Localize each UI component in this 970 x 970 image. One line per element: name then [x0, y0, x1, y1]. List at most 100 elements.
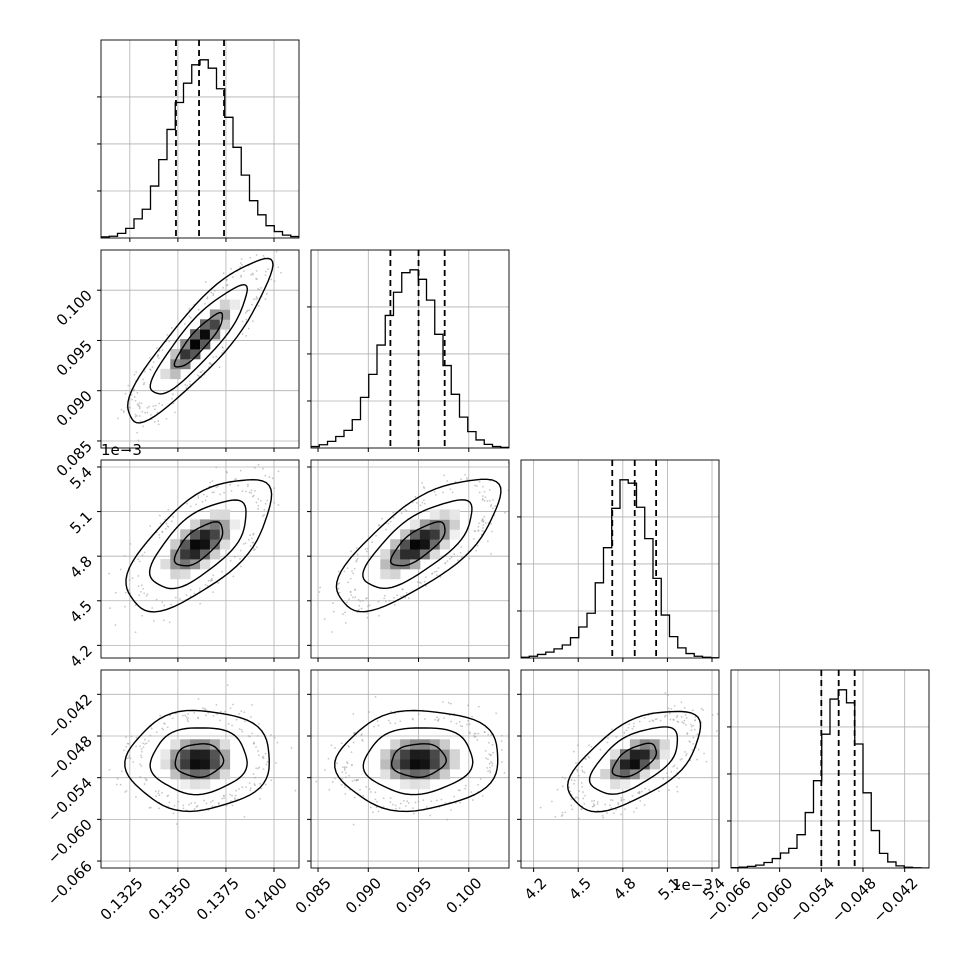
sample-point — [461, 725, 464, 728]
density-cell — [649, 759, 660, 770]
sample-point — [124, 791, 127, 793]
sample-point — [351, 570, 353, 573]
sample-point — [385, 528, 387, 531]
histogram-step-line — [101, 59, 299, 238]
sample-point — [259, 797, 262, 800]
y-tick-label: 4.8 — [66, 552, 96, 582]
sample-point — [324, 769, 326, 771]
density-cell — [160, 759, 171, 770]
sample-point — [136, 403, 139, 406]
sample-point — [582, 791, 584, 793]
y-tick-label: 4.5 — [66, 597, 96, 627]
sample-point — [248, 309, 251, 312]
density-cell — [419, 529, 431, 540]
sample-point — [144, 370, 146, 373]
sample-point — [473, 734, 475, 737]
density-cell — [659, 739, 670, 750]
density-cell — [429, 769, 441, 780]
sample-point — [249, 545, 252, 547]
sample-point — [448, 557, 451, 560]
sample-point — [644, 787, 647, 790]
sample-point — [158, 533, 161, 536]
sample-point — [416, 581, 419, 583]
scatter-panel-2-1 — [310, 459, 513, 659]
sample-point — [349, 577, 352, 580]
sample-point — [475, 485, 478, 487]
sample-point — [188, 383, 191, 386]
sample-point — [375, 806, 378, 809]
sample-point — [670, 708, 673, 710]
sample-point — [467, 719, 469, 722]
scatter-points — [117, 250, 282, 442]
sample-point — [494, 505, 497, 508]
histogram-step-line — [731, 689, 929, 868]
sample-point — [120, 770, 123, 773]
sample-point — [491, 764, 494, 767]
sample-point — [131, 577, 134, 580]
density-cell — [639, 759, 651, 770]
sample-point — [606, 812, 608, 815]
y-tick-label: −0.048 — [44, 732, 96, 784]
sample-point — [264, 474, 267, 477]
sample-point — [374, 791, 377, 794]
sample-point — [223, 491, 225, 494]
sample-point — [330, 744, 333, 747]
sample-point — [633, 722, 635, 725]
sample-point — [235, 789, 238, 792]
density-cell — [410, 778, 421, 790]
sample-point — [137, 558, 140, 561]
sample-point — [139, 415, 141, 417]
contour-line — [390, 743, 447, 778]
sample-point — [458, 720, 461, 723]
sample-point — [280, 271, 282, 274]
sample-point — [585, 757, 587, 760]
density-cell — [200, 559, 211, 570]
sample-point — [490, 734, 493, 736]
sample-point — [511, 513, 513, 515]
sample-point — [247, 485, 249, 488]
density-cell — [170, 769, 181, 780]
sample-point — [464, 473, 466, 476]
sample-point — [637, 792, 639, 794]
density-cell — [449, 509, 460, 520]
sample-point — [244, 312, 247, 314]
sample-point — [632, 725, 635, 728]
sample-point — [124, 605, 126, 608]
sample-point — [251, 320, 254, 323]
sample-point — [250, 703, 253, 706]
sample-point — [481, 529, 484, 532]
sample-point — [264, 298, 267, 301]
sample-point — [129, 542, 132, 545]
sample-point — [431, 573, 433, 575]
panel-frame — [100, 39, 300, 239]
sample-point — [323, 618, 326, 620]
density-cell — [410, 519, 421, 530]
sample-point — [165, 522, 168, 525]
sample-point — [572, 750, 575, 753]
density-cell — [429, 529, 441, 540]
sample-point — [257, 767, 259, 770]
sample-point — [336, 762, 338, 765]
sample-point — [167, 508, 170, 511]
sample-point — [210, 579, 213, 581]
sample-point — [225, 804, 228, 807]
sample-point — [159, 714, 162, 717]
sample-point — [512, 767, 514, 769]
sample-point — [252, 494, 255, 497]
sample-point — [172, 812, 175, 815]
sample-point — [270, 734, 272, 736]
density-cell — [419, 769, 431, 780]
sample-point — [482, 524, 485, 526]
sample-point — [166, 333, 169, 336]
sample-point — [331, 631, 333, 633]
sample-point — [159, 522, 162, 525]
sample-point — [483, 500, 486, 502]
sample-point — [407, 802, 410, 804]
sample-point — [138, 407, 141, 410]
sample-point — [171, 397, 173, 400]
sample-point — [183, 322, 186, 325]
contour-line — [126, 257, 274, 424]
sample-point — [439, 576, 442, 578]
sample-point — [153, 421, 156, 423]
density-cell — [219, 529, 231, 540]
